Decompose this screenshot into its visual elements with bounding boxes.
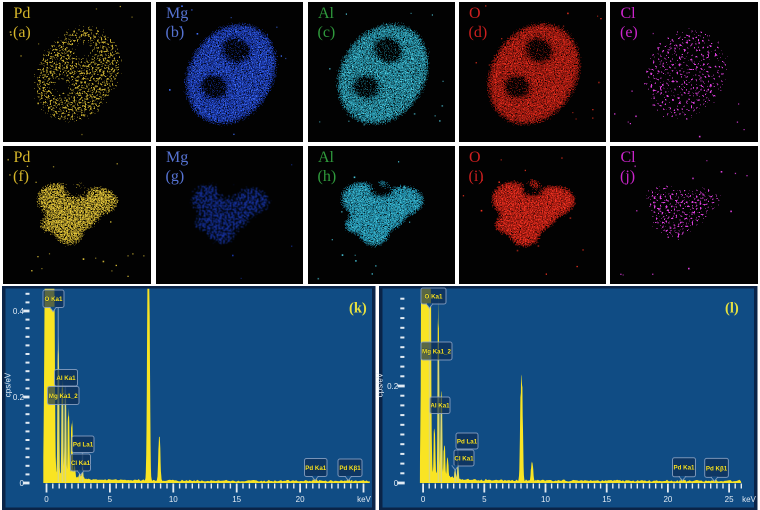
svg-text:25: 25 xyxy=(725,495,734,504)
svg-text:5: 5 xyxy=(108,495,113,504)
svg-text:Mg Ka1_2: Mg Ka1_2 xyxy=(49,393,78,400)
svg-text:Pd La1: Pd La1 xyxy=(457,438,478,445)
svg-text:O Ka1: O Ka1 xyxy=(425,293,443,300)
svg-text:0: 0 xyxy=(394,479,399,488)
svg-text:cps/eV: cps/eV xyxy=(4,372,13,397)
svg-text:keV: keV xyxy=(357,495,371,504)
svg-text:Pd Ka1: Pd Ka1 xyxy=(674,465,696,472)
svg-text:20: 20 xyxy=(296,495,305,504)
svg-text:(k): (k) xyxy=(349,301,367,317)
svg-text:keV: keV xyxy=(742,495,756,504)
svg-text:15: 15 xyxy=(232,495,241,504)
svg-text:10: 10 xyxy=(541,495,550,504)
svg-text:Al Ka1: Al Ka1 xyxy=(430,403,450,410)
svg-text:O Ka1: O Ka1 xyxy=(45,296,63,303)
svg-text:0.2: 0.2 xyxy=(387,382,399,391)
svg-text:0: 0 xyxy=(20,479,25,488)
svg-text:Pd Ka1: Pd Ka1 xyxy=(305,465,327,472)
svg-text:cps/eV: cps/eV xyxy=(376,372,385,397)
svg-text:Pd Kβ1: Pd Kβ1 xyxy=(706,465,728,472)
svg-text:(l): (l) xyxy=(725,301,739,317)
svg-text:Cl Ka1: Cl Ka1 xyxy=(454,455,474,462)
svg-text:Mg Ka1_2: Mg Ka1_2 xyxy=(422,348,451,355)
svg-text:Pd Kβ1: Pd Kβ1 xyxy=(339,465,361,472)
svg-text:0.2: 0.2 xyxy=(13,393,25,402)
svg-text:5: 5 xyxy=(482,495,487,504)
svg-text:0: 0 xyxy=(44,495,49,504)
svg-text:20: 20 xyxy=(663,495,672,504)
svg-text:0: 0 xyxy=(421,495,426,504)
svg-text:15: 15 xyxy=(602,495,611,504)
svg-text:0.4: 0.4 xyxy=(13,307,25,316)
svg-text:Al Ka1: Al Ka1 xyxy=(56,375,76,382)
svg-text:Cl Ka1: Cl Ka1 xyxy=(71,460,91,467)
svg-text:10: 10 xyxy=(169,495,178,504)
svg-text:Pd La1: Pd La1 xyxy=(73,442,94,449)
